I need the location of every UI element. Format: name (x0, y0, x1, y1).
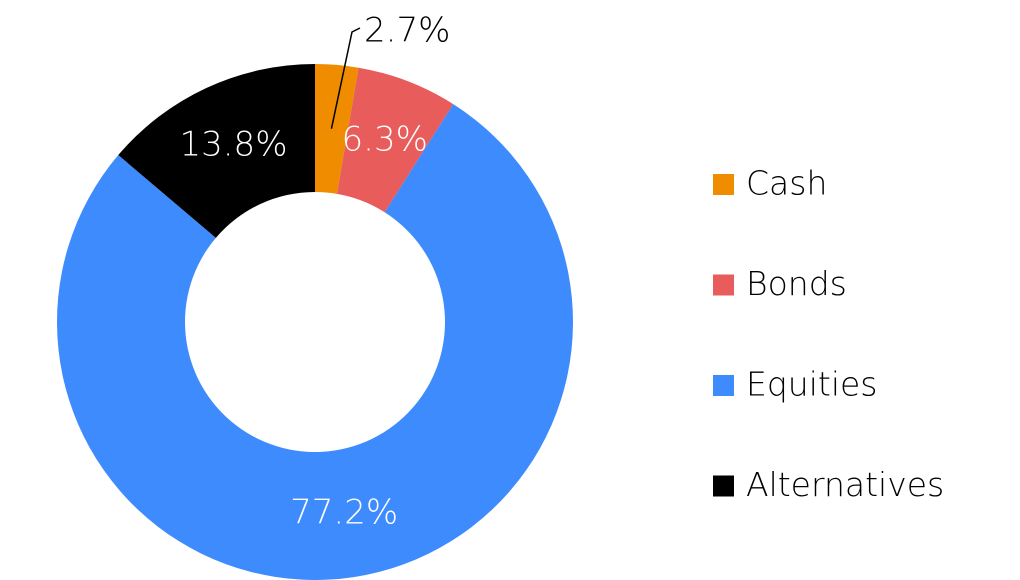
leader-line (330, 27, 361, 129)
slice (118, 64, 316, 238)
value-label: 2.7% (364, 11, 450, 51)
legend-swatch (713, 174, 734, 195)
legend-label: Cash (746, 164, 827, 203)
slice (315, 64, 359, 194)
legend-swatch (713, 475, 734, 497)
legend-swatch (713, 274, 734, 296)
legend-swatch (713, 375, 734, 396)
value-label: 13.8% (179, 124, 287, 164)
value-label: 77.2% (290, 492, 398, 532)
legend-label: Bonds (746, 264, 847, 303)
legend-label: Alternatives (746, 465, 944, 504)
legend-label: Equities (746, 365, 877, 404)
slice (57, 104, 573, 580)
slice (336, 67, 454, 213)
value-label: 6.3% (342, 119, 428, 159)
